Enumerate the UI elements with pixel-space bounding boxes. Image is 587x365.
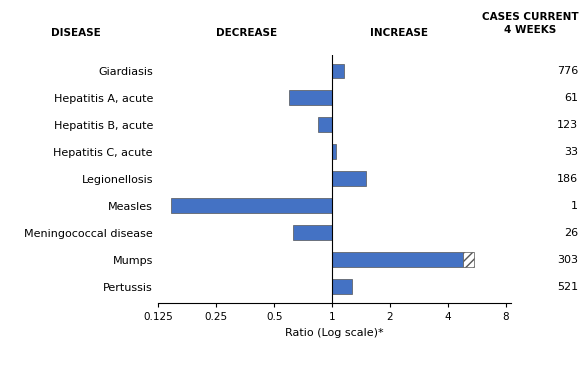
Bar — [332, 64, 344, 78]
Text: 1: 1 — [571, 201, 578, 211]
Text: 303: 303 — [557, 255, 578, 265]
Text: 521: 521 — [557, 282, 578, 292]
Bar — [332, 145, 336, 159]
Text: 26: 26 — [564, 228, 578, 238]
Text: DECREASE: DECREASE — [216, 28, 277, 38]
X-axis label: Ratio (Log scale)*: Ratio (Log scale)* — [285, 327, 384, 338]
Text: CASES CURRENT
4 WEEKS: CASES CURRENT 4 WEEKS — [481, 12, 578, 35]
Text: 61: 61 — [564, 93, 578, 103]
Bar — [332, 279, 352, 294]
Text: 33: 33 — [564, 147, 578, 157]
Text: 186: 186 — [557, 174, 578, 184]
Bar — [289, 91, 332, 105]
Text: 776: 776 — [557, 66, 578, 76]
Text: DISEASE: DISEASE — [52, 28, 101, 38]
Text: 123: 123 — [557, 120, 578, 130]
Bar — [319, 118, 332, 132]
Bar — [332, 252, 463, 267]
Bar — [332, 172, 366, 186]
Text: INCREASE: INCREASE — [370, 28, 428, 38]
Bar — [463, 252, 474, 267]
Bar — [171, 199, 332, 213]
Bar — [294, 225, 332, 240]
